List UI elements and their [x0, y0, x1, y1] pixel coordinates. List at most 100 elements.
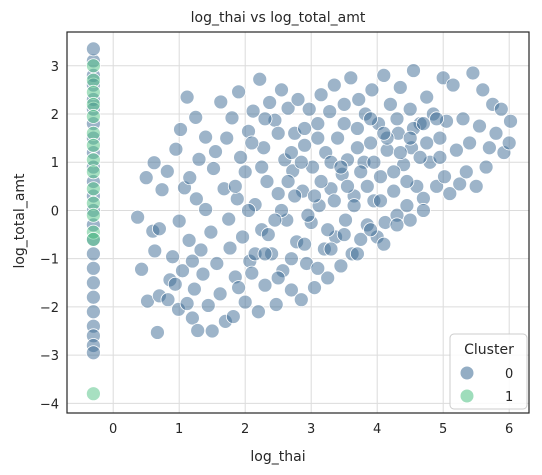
- y-tick-label: −2: [40, 301, 59, 316]
- point-cluster-0: [146, 155, 162, 171]
- point-cluster-0: [245, 103, 261, 119]
- point-cluster-0: [322, 104, 338, 119]
- point-cluster-0: [86, 275, 101, 291]
- point-cluster-0: [190, 323, 206, 338]
- point-cluster-0: [186, 281, 202, 297]
- y-tick-label: −4: [40, 397, 59, 412]
- point-cluster-0: [488, 125, 504, 141]
- point-cluster-0: [244, 135, 260, 151]
- y-tick-label: 3: [51, 60, 59, 75]
- point-cluster-0: [465, 65, 481, 81]
- point-cluster-0: [193, 242, 209, 258]
- point-cluster-0: [165, 249, 181, 265]
- point-cluster-0: [402, 212, 418, 228]
- y-tick-label: −1: [40, 253, 59, 268]
- point-cluster-0: [200, 298, 216, 313]
- point-cluster-0: [313, 174, 329, 189]
- point-cluster-0: [363, 222, 379, 238]
- legend-label-1: 1: [505, 390, 513, 405]
- point-cluster-0: [209, 256, 225, 271]
- point-cluster-0: [198, 202, 214, 217]
- point-cluster-0: [208, 144, 223, 160]
- point-cluster-0: [138, 170, 154, 186]
- x-tick-label: 3: [307, 422, 315, 437]
- point-cluster-0: [445, 77, 461, 93]
- point-cluster-0: [181, 232, 197, 248]
- point-cluster-0: [435, 70, 451, 86]
- point-cluster-0: [212, 286, 228, 302]
- x-tick-label: 2: [241, 422, 249, 437]
- point-cluster-0: [415, 203, 431, 218]
- point-cluster-0: [86, 246, 101, 262]
- point-cluster-0: [340, 178, 355, 194]
- point-cluster-0: [159, 163, 175, 179]
- point-cluster-0: [307, 188, 322, 204]
- point-cluster-0: [250, 304, 266, 320]
- point-cluster-0: [221, 211, 237, 227]
- point-cluster-0: [173, 122, 188, 137]
- y-tick-label: 1: [51, 156, 59, 171]
- point-cluster-0: [150, 325, 165, 340]
- point-cluster-0: [86, 289, 101, 305]
- point-cluster-0: [310, 116, 326, 132]
- point-cluster-0: [130, 209, 146, 225]
- point-cluster-0: [493, 101, 509, 117]
- point-cluster-0: [167, 276, 183, 292]
- y-axis-label: log_total_amt: [12, 173, 28, 269]
- point-cluster-0: [227, 178, 243, 194]
- x-axis-label: log_thai: [250, 449, 305, 465]
- point-cluster-0: [323, 241, 339, 257]
- point-cluster-0: [257, 111, 273, 127]
- point-cluster-0: [399, 198, 415, 214]
- point-cluster-0: [333, 258, 349, 274]
- point-cluster-0: [182, 170, 198, 186]
- point-cluster-1: [86, 58, 101, 74]
- point-cluster-1: [86, 164, 101, 180]
- point-cluster-0: [204, 323, 220, 339]
- point-cluster-0: [254, 159, 270, 175]
- point-cluster-1: [86, 231, 101, 247]
- point-cluster-0: [458, 164, 474, 180]
- point-cluster-0: [262, 95, 278, 110]
- point-cluster-0: [270, 186, 286, 201]
- point-cluster-0: [231, 84, 247, 100]
- point-cluster-0: [313, 87, 329, 103]
- point-cluster-0: [86, 345, 101, 361]
- point-cluster-0: [330, 130, 346, 146]
- point-cluster-0: [231, 280, 247, 296]
- point-cluster-0: [359, 178, 375, 194]
- point-cluster-0: [364, 82, 380, 98]
- point-cluster-0: [225, 309, 241, 324]
- point-cluster-0: [402, 101, 418, 117]
- point-cluster-0: [297, 121, 313, 136]
- point-cluster-0: [353, 164, 369, 180]
- point-cluster-0: [336, 96, 352, 112]
- point-cluster-0: [268, 297, 284, 312]
- legend-title: Cluster: [464, 342, 514, 358]
- point-cluster-0: [86, 304, 101, 320]
- legend-marker-0: [459, 365, 475, 381]
- point-cluster-1: [86, 386, 101, 402]
- point-cluster-0: [184, 310, 200, 326]
- point-cluster-0: [363, 111, 379, 127]
- point-cluster-0: [198, 129, 214, 145]
- point-cluster-0: [297, 236, 313, 252]
- point-cluster-0: [175, 263, 190, 279]
- point-cluster-0: [241, 203, 256, 218]
- x-tick-label: 4: [373, 422, 381, 437]
- x-tick-label: 5: [439, 422, 447, 437]
- point-cluster-0: [203, 224, 219, 240]
- point-cluster-0: [353, 231, 369, 247]
- point-cluster-0: [320, 270, 336, 286]
- legend-label-0: 0: [505, 367, 513, 382]
- point-cluster-0: [297, 137, 313, 153]
- point-cluster-0: [452, 176, 468, 192]
- point-cluster-0: [310, 260, 326, 276]
- point-cluster-0: [179, 89, 195, 105]
- point-cluster-0: [338, 212, 353, 228]
- point-cluster-0: [349, 246, 365, 262]
- point-cluster-0: [219, 130, 235, 146]
- plot-frame: [66, 31, 530, 414]
- point-cluster-0: [326, 77, 342, 93]
- plot-area: 0 1 2 3 4 5 6 −4 −3 −2 −1 0 1 2 3: [40, 31, 530, 437]
